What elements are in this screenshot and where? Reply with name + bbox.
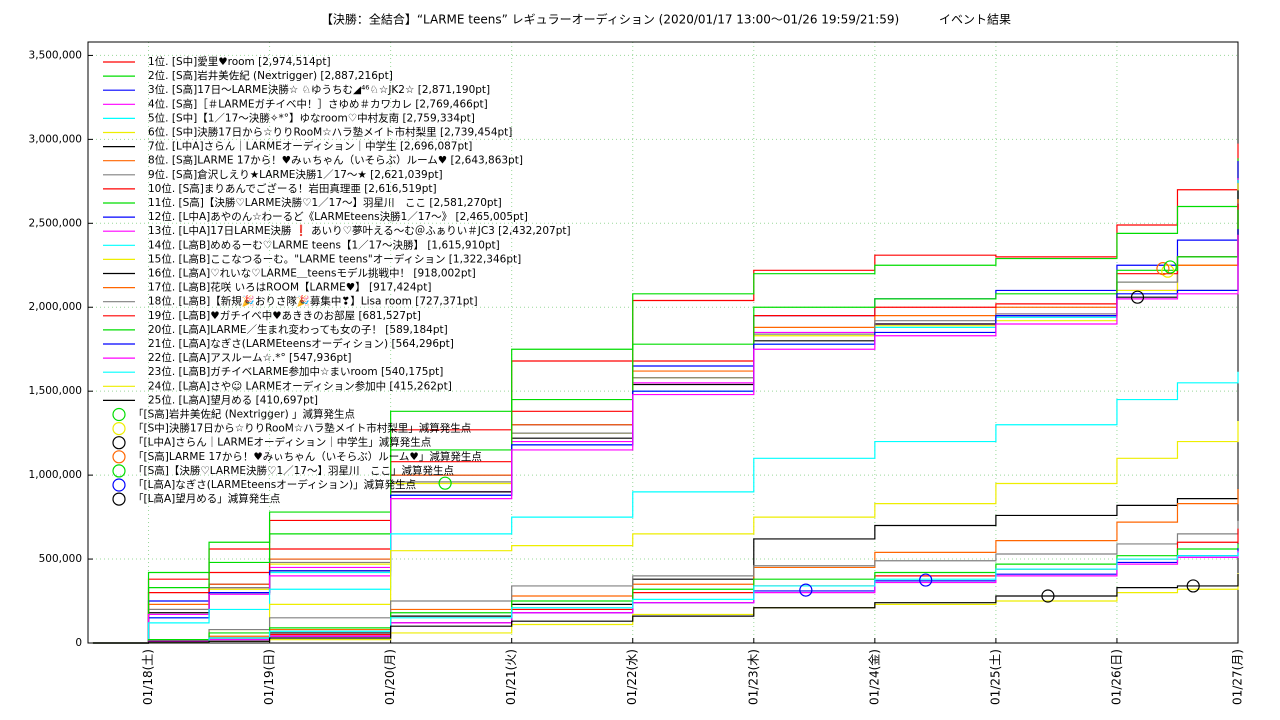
- legend-label: 4位. [S高]［＃LARMEガチイベ中！］さゆめ＃カワカレ [2,769,46…: [148, 97, 488, 110]
- legend-marker: [112, 492, 126, 506]
- legend-label: 2位. [S高]岩井美佐紀 (Nextrigger) [2,887,216pt]: [148, 69, 393, 82]
- plot-frame: [87, 41, 1239, 644]
- marker: [1186, 579, 1200, 593]
- legend-label: 24位. [L高A]さや☺ LARMEオーディション参加中 [415,262pt…: [148, 379, 452, 392]
- series-line: [92, 229, 1239, 644]
- chart-title-right: イベント結果: [939, 13, 1011, 27]
- legend-label: 「[L高A]望月める」減算発生点: [133, 492, 280, 505]
- legend-label: 9位. [S高]倉沢しえり★LARME決勝1／17〜★ [2,621,039pt…: [148, 168, 443, 181]
- legend-label: 「[S高]LARME 17から！♥みぃちゃん（いそらぶ）ルーム♥」減算発生点: [133, 450, 482, 463]
- x-tick-label: 01/24(金): [866, 649, 881, 705]
- legend-label: 5位. [S中]【1／17〜決勝✧*°】ゆなroom♡中村友南 [2,759,3…: [148, 111, 475, 124]
- marker: [1163, 260, 1177, 274]
- series-line: [92, 209, 1239, 644]
- x-tick-label: 01/23(木): [746, 649, 760, 705]
- legend-label: 1位. [S中]愛里♥room [2,974,514pt]: [148, 55, 331, 68]
- legend-label: 3位. [S高]17日〜LARME決勝☆ ♘ゆうちむ◢⁴⁶♘☆JK2☆ [2,8…: [148, 83, 490, 96]
- marker: [919, 573, 933, 587]
- legend-label: 13位. [L中A]17日LARME決勝 ❗ あいり♡夢叶える〜む＠ふぁりい＃J…: [148, 224, 571, 237]
- legend-marker: [112, 478, 126, 492]
- y-tick-label: 3,000,000: [29, 133, 82, 145]
- legend-marker: [112, 436, 126, 450]
- x-tick-label: 01/26(日): [1109, 649, 1123, 705]
- y-tick-label: 3,500,000: [29, 49, 82, 61]
- x-tick-label: 01/18(土): [141, 649, 155, 705]
- series-line: [92, 371, 1239, 644]
- x-tick-label: 01/25(土): [988, 649, 1002, 705]
- legend-label: 「[L中A]さらん｜LARMEオーディション｜中学生」減算発生点: [133, 436, 431, 449]
- chart-title: 【決勝：全結合】“LARME teens” レギュラーオーディション (2020…: [321, 12, 899, 27]
- legend-marker: [112, 464, 126, 478]
- legend-label: 8位. [S高]LARME 17から！♥みぃちゃん（いそらぶ）ルーム♥ [2,6…: [148, 154, 523, 167]
- x-tick-label: 01/19(日): [262, 649, 276, 705]
- legend-marker: [112, 422, 126, 436]
- x-tick-label: 01/22(水): [625, 649, 639, 705]
- legend-label: 25位. [L高A]望月める [410,697pt]: [148, 393, 318, 406]
- legend-label: 14位. [L高B]めめるーむ♡LARME teens【1／17〜決勝】 [1,…: [148, 238, 500, 251]
- legend-label: 18位. [L高B]【新規🎉おりさ隊🎉募集中❣】Lisa room [727,3…: [148, 295, 478, 308]
- legend-label: 20位. [L高A]LARME／生まれ変わっても女の子！ [589,184pt]: [148, 323, 448, 336]
- y-tick-label: 2,000,000: [29, 301, 82, 313]
- legend-label: 「[S中]決勝17日から☆りりRooM☆ハラ塾メイト市村梨里」減算発生点: [133, 422, 471, 435]
- legend-label: 19位. [L高B]♥ガチイベ中♥あききのお部屋 [681,527pt]: [148, 309, 421, 322]
- y-tick-label: 0: [75, 637, 82, 649]
- legend-label: 「[S高]【決勝♡LARME決勝♡1／17〜】羽星川 ここ」減算発生点: [133, 464, 454, 477]
- legend-label: 6位. [S中]決勝17日から☆りりRooM☆ハラ塾メイト市村梨里 [2,739…: [148, 126, 512, 139]
- legend-label: 「[S高]岩井美佐紀 (Nextrigger) 」減算発生点: [133, 408, 355, 421]
- legend-marker: [112, 450, 126, 464]
- series-line: [92, 574, 1239, 644]
- legend-label: 17位. [L高B]花咲 いろはROOM【LARME♥】 [917,424pt]: [148, 281, 431, 294]
- y-tick-label: 1,000,000: [29, 469, 82, 481]
- marker: [799, 583, 813, 597]
- y-tick-label: 1,500,000: [29, 385, 82, 397]
- legend-label: 15位. [L高B]ここなつるーむ。"LARME teens"オーディション […: [148, 252, 521, 265]
- series-line: [92, 234, 1239, 644]
- y-tick-label: 2,500,000: [29, 217, 82, 229]
- legend-marker: [112, 407, 126, 422]
- x-tick-label: 01/21(火): [504, 649, 518, 705]
- legend-label: 21位. [L高A]なぎさ(LARMEteensオーディション) [564,29…: [148, 337, 454, 350]
- series-line: [92, 552, 1239, 644]
- legend-label: 「[L高A]なぎさ(LARMEteensオーディション)」減算発生点: [133, 478, 416, 491]
- legend-label: 22位. [L高A]アスルーム☆.*° [547,936pt]: [148, 351, 351, 364]
- legend-label: 11位. [S高]【決勝♡LARME決勝♡1／17〜】羽星川 ここ [2,581…: [148, 196, 502, 209]
- marker: [1130, 290, 1145, 304]
- series-line: [92, 544, 1239, 644]
- marker: [1041, 589, 1055, 603]
- series-line: [92, 520, 1239, 644]
- legend-label: 16位. [L高A]♡れいな♡LARME＿teensモデル挑戦中！ [918,0…: [148, 267, 476, 280]
- legend-label: 10位. [S高]まりあんでござーる！岩田真理亜 [2,616,519pt]: [148, 182, 437, 195]
- legend-label: 7位. [L中A]さらん｜LARMEオーディション｜中学生 [2,696,087…: [148, 140, 472, 153]
- legend-label: 12位. [L中A]あやのん☆わーるど《LARMEteens決勝1／17〜》 […: [148, 210, 528, 223]
- y-tick-label: 500,000: [39, 553, 82, 565]
- x-tick-label: 01/27(月): [1231, 649, 1245, 705]
- x-tick-label: 01/20(月): [383, 649, 397, 705]
- marker: [438, 476, 452, 490]
- series-line: [92, 158, 1239, 644]
- marker: [1156, 262, 1170, 276]
- legend-label: 23位. [L高B]ガチイベLARME参加中☆まいroom [540,175pt…: [148, 365, 443, 378]
